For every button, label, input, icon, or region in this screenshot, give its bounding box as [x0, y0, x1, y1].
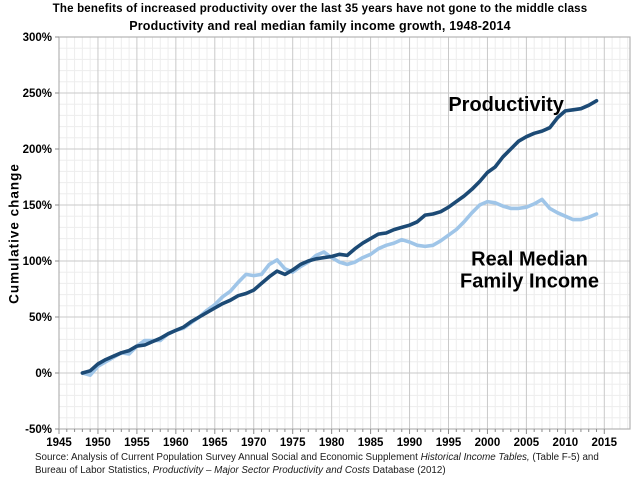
- y-axis-tick-label: 100%: [23, 256, 52, 268]
- source-text-segment: Database (2012): [369, 465, 446, 476]
- y-axis-tick-label: 0%: [35, 368, 52, 380]
- x-axis-tick-label: 1960: [163, 437, 189, 449]
- y-axis-tick-label: 250%: [23, 88, 52, 100]
- x-axis-tick-label: 1990: [397, 437, 423, 449]
- productivity-label: Productivity: [448, 94, 564, 116]
- source-text-segment: Source: Analysis of Current Population S…: [35, 452, 421, 463]
- y-axis-tick-label: 150%: [23, 200, 52, 212]
- x-axis-tick-label: 1955: [124, 437, 150, 449]
- source-text-segment: Bureau of Labor Statistics,: [35, 465, 153, 476]
- chart-title: The benefits of increased productivity o…: [52, 3, 588, 15]
- y-axis-tick-label: 300%: [23, 32, 52, 44]
- x-axis-tick-label: 1945: [46, 437, 72, 449]
- x-axis-tick-label: 2005: [514, 437, 540, 449]
- x-axis-tick-label: 1980: [319, 437, 345, 449]
- source-note-line1: Source: Analysis of Current Population S…: [35, 451, 635, 464]
- productivity-line: [80, 99, 599, 375]
- source-text-segment: Productivity – Major Sector Productivity…: [152, 465, 370, 476]
- y-axis-tick-label: 200%: [23, 144, 52, 156]
- plot-border: [58, 36, 631, 430]
- chart-subtitle: Productivity and real median family inco…: [129, 19, 511, 33]
- y-axis-tick-label: 50%: [29, 312, 52, 324]
- x-axis-tick-label: 1965: [202, 437, 228, 449]
- y-axis-tick-label: -50%: [25, 424, 52, 436]
- source-text-segment: Historical Income Tables,: [420, 452, 530, 463]
- x-axis-tick-label: 2010: [553, 437, 579, 449]
- x-axis-tick-label: 1970: [241, 437, 267, 449]
- x-axis-tick-label: 1985: [358, 437, 384, 449]
- x-axis-tick-label: 1950: [85, 437, 111, 449]
- x-axis-tick-label: 1995: [436, 437, 462, 449]
- x-axis-tick-label: 2000: [475, 437, 501, 449]
- x-axis-tick-label: 1975: [280, 437, 306, 449]
- source-note-line2: Bureau of Labor Statistics, Productivity…: [35, 464, 635, 477]
- x-axis-tick-label: 2015: [591, 437, 617, 449]
- income-label: Real Median Family Income: [460, 248, 599, 292]
- source-text-segment: (Table F-5) and: [529, 452, 599, 463]
